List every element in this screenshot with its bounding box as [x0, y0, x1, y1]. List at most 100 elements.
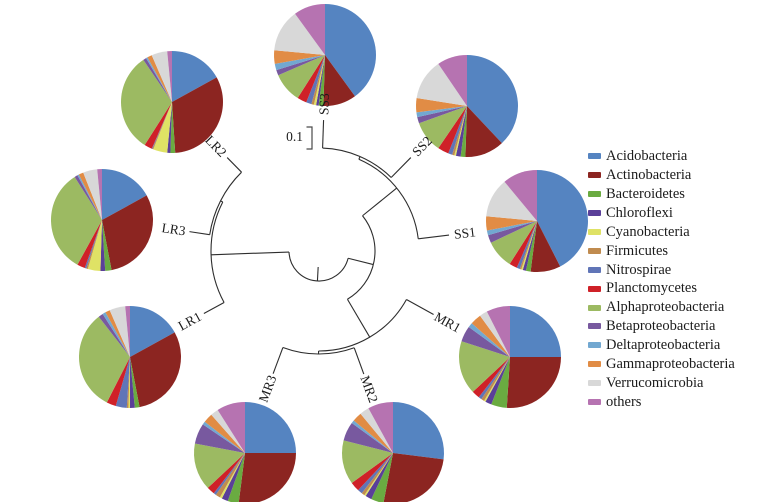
slice-verrucomicrobia: [486, 181, 537, 221]
tip-branch-mr2: [353, 347, 365, 375]
slice-acidobacteria: [467, 55, 518, 144]
slice-actinobacteria: [130, 332, 181, 408]
slice-actinobacteria: [238, 453, 296, 502]
slice-chloroflexi: [130, 357, 135, 408]
scale-bar-label: 0.1: [286, 129, 303, 144]
tip-branch-ss2: [390, 157, 412, 178]
slice-chloroflexi: [365, 453, 393, 500]
tip-label-ss3: SS3: [316, 93, 332, 116]
slice-verrucomicrobia: [211, 409, 245, 453]
slice-verrucomicrobia: [360, 408, 393, 453]
tip-branch-ss1: [418, 234, 450, 240]
slice-actinobacteria: [383, 453, 444, 502]
legend-item: Cyanobacteria: [588, 223, 735, 242]
slice-nitrospirae: [358, 453, 393, 494]
slice-planctomycetes: [509, 221, 537, 268]
legend-label: Alphaproteobacteria: [606, 299, 725, 316]
slice-bacteroidetes: [525, 221, 537, 272]
tip-label-ss1: SS1: [453, 224, 476, 242]
slice-chloroflexi: [100, 220, 106, 271]
tip-label-mr2: MR2: [357, 374, 381, 405]
slice-actinobacteria: [465, 106, 502, 157]
legend-label: Bacteroidetes: [606, 185, 685, 202]
legend-item: Nitrospirae: [588, 260, 735, 279]
slice-betaproteobacteria: [74, 175, 102, 220]
tip-branch-lr1: [203, 302, 225, 314]
slice-deltaproteobacteria: [102, 312, 130, 357]
slice-others: [125, 306, 130, 357]
legend-swatch-betaproteobacteria: [588, 323, 601, 330]
slice-bacteroidetes: [102, 220, 112, 271]
legend-swatch-others: [588, 399, 601, 406]
slice-alphaproteobacteria: [459, 341, 510, 392]
slice-nitrospirae: [115, 357, 130, 408]
slice-actinobacteria: [530, 221, 561, 272]
slice-alphaproteobacteria: [194, 443, 245, 488]
slice-betaproteobacteria: [143, 58, 172, 102]
legend-item: Gammaproteobacteria: [588, 355, 735, 374]
slice-alphaproteobacteria: [278, 55, 325, 99]
legend-swatch-deltaproteobacteria: [588, 342, 601, 349]
slice-alphaproteobacteria: [342, 440, 393, 483]
slice-betaproteobacteria: [461, 327, 510, 357]
slice-actinobacteria: [506, 357, 561, 408]
tree-arc: [358, 158, 419, 239]
slice-firmicutes: [215, 453, 245, 498]
slice-verrucomicrobia: [416, 63, 467, 106]
tree-branch: [346, 298, 371, 338]
tree-arc: [322, 147, 392, 178]
slice-planctomycetes: [144, 102, 172, 149]
legend-item: Chloroflexi: [588, 204, 735, 223]
slice-chloroflexi: [221, 453, 245, 501]
slice-gammaproteobacteria: [105, 310, 130, 357]
slice-firmicutes: [311, 55, 325, 105]
slice-others: [167, 51, 172, 102]
tree-arc: [288, 252, 349, 282]
tree-arc: [282, 346, 355, 355]
legend-label: Cyanobacteria: [606, 223, 690, 240]
slice-gammaproteobacteria: [274, 50, 325, 64]
tip-branch-lr3: [189, 231, 210, 236]
slice-chloroflexi: [455, 106, 467, 157]
slice-gammaproteobacteria: [416, 98, 467, 113]
slice-firmicutes: [86, 220, 102, 269]
slice-cyanobacteria: [521, 221, 537, 270]
tree-branch: [347, 257, 374, 266]
legend-swatch-planctomycetes: [588, 285, 601, 292]
tree-branch: [316, 266, 319, 281]
slice-deltaproteobacteria: [77, 174, 102, 220]
slice-bacteroidetes: [227, 453, 245, 502]
slice-deltaproteobacteria: [468, 323, 510, 357]
circular-dendrogram: [189, 120, 450, 375]
slice-nitrospirae: [306, 55, 325, 105]
slice-gammaproteobacteria: [147, 55, 172, 102]
tip-branch-ss3: [322, 120, 325, 149]
slice-planctomycetes: [351, 453, 393, 491]
slice-verrucomicrobia: [480, 311, 510, 357]
tip-label-mr3: MR3: [256, 373, 280, 404]
slice-verrucomicrobia: [274, 13, 325, 55]
slice-others: [438, 55, 467, 106]
slice-nitrospirae: [213, 453, 245, 495]
slice-verrucomicrobia: [151, 51, 172, 102]
tree-arc: [347, 215, 376, 300]
legend-swatch-firmicutes: [588, 247, 601, 254]
pie-chart-ss3: [274, 4, 377, 106]
slice-gammaproteobacteria: [471, 315, 510, 357]
pie-chart-mr1: [459, 306, 561, 408]
legend-label: others: [606, 393, 642, 410]
slice-actinobacteria: [172, 77, 223, 153]
legend-item: Bacteroidetes: [588, 185, 735, 204]
slice-firmicutes: [361, 453, 393, 496]
legend-label: Gammaproteobacteria: [606, 355, 735, 372]
slice-betaproteobacteria: [276, 55, 325, 76]
slice-cyanobacteria: [364, 453, 393, 497]
slice-nitrospirae: [151, 102, 172, 150]
slice-firmicutes: [519, 221, 537, 270]
pie-chart-mr3: [194, 402, 296, 502]
slice-firmicutes: [152, 102, 172, 150]
legend-label: Deltaproteobacteria: [606, 337, 721, 354]
